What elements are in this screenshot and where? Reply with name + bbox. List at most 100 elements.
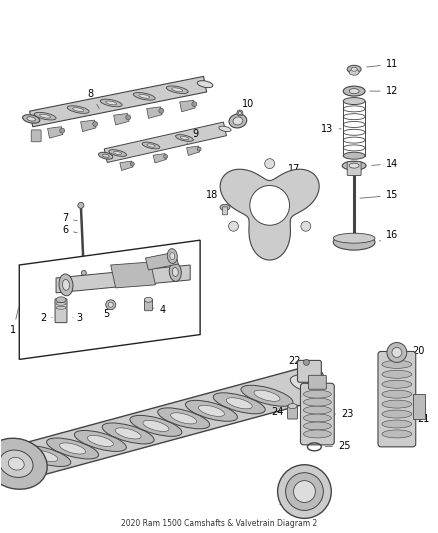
Circle shape — [238, 111, 241, 115]
Ellipse shape — [290, 375, 328, 393]
Polygon shape — [30, 76, 207, 127]
Ellipse shape — [197, 80, 213, 87]
Ellipse shape — [172, 88, 183, 92]
Ellipse shape — [87, 435, 113, 447]
Polygon shape — [180, 100, 195, 112]
Text: 26: 26 — [279, 491, 294, 506]
Text: 6: 6 — [62, 225, 77, 235]
Ellipse shape — [382, 420, 412, 428]
Ellipse shape — [349, 88, 359, 94]
FancyBboxPatch shape — [300, 383, 334, 445]
Circle shape — [192, 102, 197, 107]
Text: 2: 2 — [40, 313, 52, 322]
Circle shape — [278, 465, 331, 519]
Text: 8: 8 — [88, 89, 99, 109]
Ellipse shape — [241, 385, 293, 406]
Ellipse shape — [46, 438, 99, 459]
Ellipse shape — [166, 86, 188, 93]
FancyBboxPatch shape — [297, 360, 321, 382]
Ellipse shape — [343, 152, 365, 159]
Circle shape — [131, 162, 134, 166]
Circle shape — [304, 359, 309, 365]
Ellipse shape — [304, 398, 331, 406]
Ellipse shape — [19, 446, 71, 466]
Polygon shape — [81, 120, 96, 132]
Ellipse shape — [233, 117, 243, 125]
Text: 20: 20 — [406, 346, 425, 357]
Ellipse shape — [102, 423, 154, 444]
Ellipse shape — [343, 86, 365, 96]
Ellipse shape — [172, 268, 178, 277]
Text: 22: 22 — [288, 357, 304, 369]
Circle shape — [237, 110, 243, 116]
Circle shape — [164, 155, 168, 158]
Ellipse shape — [115, 428, 141, 439]
Text: 5: 5 — [104, 305, 111, 319]
Text: 14: 14 — [372, 159, 398, 168]
Ellipse shape — [343, 98, 365, 104]
Text: 18: 18 — [206, 190, 222, 205]
Ellipse shape — [73, 108, 84, 111]
Polygon shape — [147, 107, 162, 118]
Ellipse shape — [304, 406, 331, 414]
Ellipse shape — [382, 380, 412, 388]
Ellipse shape — [99, 152, 113, 159]
Circle shape — [250, 185, 290, 225]
Circle shape — [265, 159, 275, 168]
Polygon shape — [111, 262, 155, 288]
Ellipse shape — [106, 101, 117, 105]
Text: 3: 3 — [73, 313, 82, 322]
Ellipse shape — [382, 410, 412, 418]
Ellipse shape — [59, 274, 73, 296]
Ellipse shape — [113, 151, 122, 155]
Text: 1: 1 — [10, 308, 19, 335]
Ellipse shape — [333, 233, 375, 243]
Ellipse shape — [60, 443, 85, 454]
Ellipse shape — [254, 390, 280, 401]
Ellipse shape — [67, 106, 89, 114]
Text: 10: 10 — [242, 99, 254, 116]
FancyBboxPatch shape — [145, 299, 152, 311]
Polygon shape — [220, 169, 319, 260]
Ellipse shape — [102, 154, 109, 157]
Text: 12: 12 — [370, 86, 398, 96]
Text: 4: 4 — [153, 305, 166, 314]
Polygon shape — [104, 122, 226, 163]
Circle shape — [301, 221, 311, 231]
Circle shape — [197, 147, 201, 151]
Circle shape — [159, 108, 164, 113]
FancyBboxPatch shape — [288, 405, 297, 419]
Ellipse shape — [145, 297, 152, 302]
Ellipse shape — [167, 248, 177, 263]
Polygon shape — [56, 265, 190, 293]
Ellipse shape — [8, 457, 24, 470]
Ellipse shape — [288, 403, 297, 409]
Text: 16: 16 — [379, 230, 398, 241]
Ellipse shape — [304, 414, 331, 422]
Ellipse shape — [229, 114, 247, 128]
Circle shape — [106, 300, 116, 310]
Ellipse shape — [382, 370, 412, 378]
Circle shape — [78, 203, 84, 208]
Text: 15: 15 — [360, 190, 398, 200]
Text: 21: 21 — [414, 414, 430, 424]
Text: 25: 25 — [325, 441, 350, 451]
Text: 13: 13 — [321, 124, 341, 134]
Ellipse shape — [158, 408, 210, 429]
Ellipse shape — [139, 94, 150, 98]
Text: 23: 23 — [333, 409, 353, 419]
Ellipse shape — [349, 163, 359, 168]
Ellipse shape — [180, 136, 188, 140]
Text: 17: 17 — [282, 164, 301, 177]
Ellipse shape — [185, 400, 237, 421]
FancyBboxPatch shape — [31, 130, 41, 142]
Ellipse shape — [32, 450, 58, 462]
Circle shape — [387, 343, 407, 362]
Polygon shape — [48, 127, 63, 138]
Ellipse shape — [23, 115, 40, 123]
Ellipse shape — [109, 150, 127, 156]
Ellipse shape — [130, 415, 182, 437]
Ellipse shape — [351, 67, 357, 71]
Ellipse shape — [219, 126, 231, 132]
Ellipse shape — [100, 99, 122, 107]
